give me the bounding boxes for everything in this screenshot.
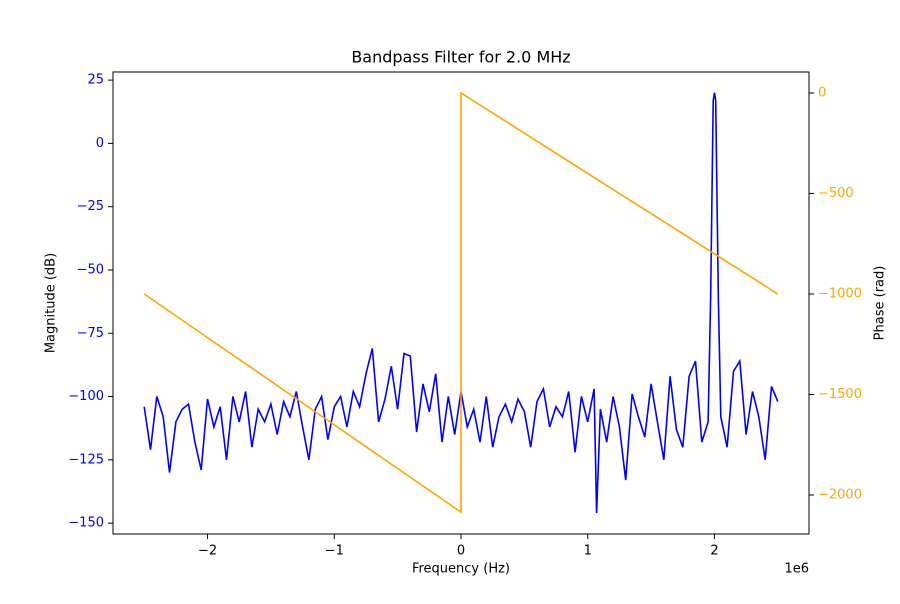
chart-title: Bandpass Filter for 2.0 MHz bbox=[351, 48, 570, 67]
y2-tick-label: −1000 bbox=[818, 287, 862, 302]
y-tick-label: −100 bbox=[68, 389, 104, 404]
y-axis-label: Magnitude (dB) bbox=[44, 253, 59, 353]
y2-tick-label: −500 bbox=[818, 186, 854, 201]
plot-frame bbox=[112, 71, 810, 535]
x-tick-label: 2 bbox=[710, 544, 718, 559]
y2-axis-label: Phase (rad) bbox=[873, 266, 888, 341]
y2-tick-label: −2000 bbox=[818, 488, 862, 503]
x-tick-label: 0 bbox=[457, 544, 465, 559]
y2-tick-label: −1500 bbox=[818, 387, 862, 402]
y-tick-label: −125 bbox=[68, 452, 104, 467]
x-offset-label: 1e6 bbox=[784, 562, 809, 577]
y2-tick-label: 0 bbox=[818, 86, 826, 101]
line-series bbox=[143, 91, 779, 514]
line-series bbox=[143, 92, 779, 514]
y-tick-label: −150 bbox=[68, 516, 104, 531]
y-tick-label: −50 bbox=[77, 262, 104, 277]
x-tick-label: −2 bbox=[198, 544, 217, 559]
x-tick-label: 1 bbox=[584, 544, 592, 559]
x-tick-label: −1 bbox=[325, 544, 344, 559]
y-tick-label: −25 bbox=[77, 199, 104, 214]
y-tick-label: 25 bbox=[87, 73, 104, 88]
y-tick-label: −75 bbox=[77, 326, 104, 341]
x-axis-label: Frequency (Hz) bbox=[412, 562, 510, 577]
y-tick-label: 0 bbox=[96, 136, 104, 151]
